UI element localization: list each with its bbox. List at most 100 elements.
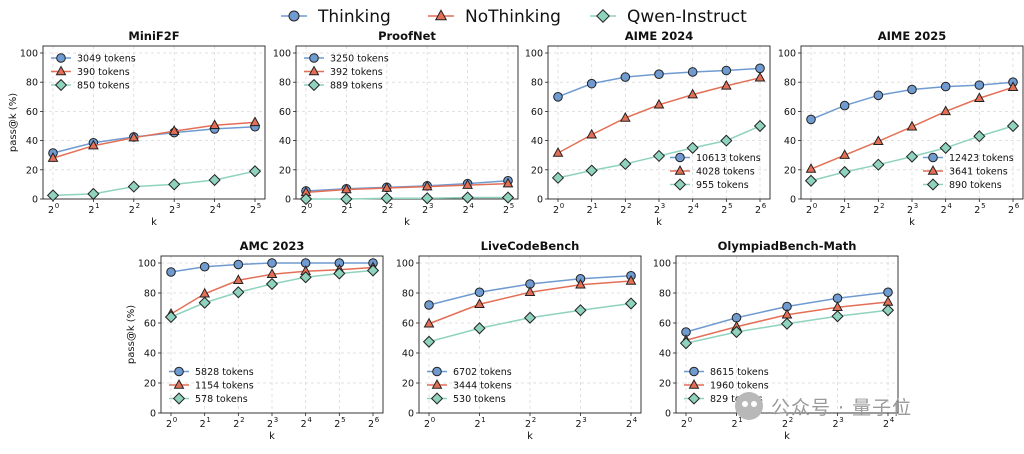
data-point: [804, 174, 818, 187]
x-tick-exponent: 2: [880, 202, 884, 210]
x-tick-label: 2: [974, 205, 980, 216]
legend-item-thinking: Thinking: [281, 7, 391, 27]
data-point: [754, 71, 766, 82]
y-tick-label: 100: [20, 49, 38, 60]
data-point: [839, 100, 850, 111]
data-point: [882, 296, 894, 306]
chart-title: AMC 2023: [240, 239, 305, 253]
data-point: [461, 191, 474, 204]
diamond-marker-icon: [926, 178, 940, 191]
data-point: [625, 275, 637, 285]
x-axis-label: k: [656, 217, 662, 228]
data-point: [940, 81, 951, 92]
inset-legend: 10613 tokens 4028 tokens 955 tokens: [670, 152, 761, 191]
x-tick-exponent: 5: [510, 202, 514, 210]
x-tick-label: 2: [334, 419, 340, 430]
x-tick-exponent: 4: [694, 202, 699, 210]
x-tick-exponent: 3: [661, 202, 665, 210]
data-point: [523, 311, 537, 324]
x-tick-exponent: 0: [431, 416, 435, 424]
data-point: [340, 192, 353, 206]
data-point: [421, 180, 433, 191]
data-point: [653, 98, 665, 109]
series-line: [52, 121, 256, 159]
series-qwen-instruct: [164, 264, 380, 324]
data-point: [805, 163, 817, 173]
x-tick-label: 2: [620, 205, 626, 216]
x-tick-label: 2: [301, 205, 307, 216]
x-axis-label: k: [527, 431, 533, 442]
series-qwen-instruct: [299, 191, 515, 206]
y-tick-label: 20: [402, 379, 414, 390]
x-tick-label: 2: [873, 205, 879, 216]
y-tick-label: 80: [784, 78, 796, 89]
x-tick-exponent: 1: [206, 416, 210, 424]
data-point: [128, 131, 140, 142]
inset-legend: 5828 tokens 1154 tokens 578 tokens: [169, 366, 254, 405]
inset-legend-label: 8615 tokens: [710, 367, 769, 378]
triangle-marker-icon: [173, 379, 185, 389]
inset-legend: 6702 tokens 3444 tokens 530 tokens: [427, 366, 512, 405]
data-point: [872, 135, 884, 146]
watermark: 公众号 · 量子位: [735, 392, 912, 420]
data-point: [620, 72, 631, 82]
triangle-marker-icon: [308, 65, 320, 76]
data-point: [831, 310, 844, 323]
data-point: [881, 304, 895, 317]
data-point: [654, 69, 664, 79]
series-qwen-instruct: [422, 297, 638, 348]
y-tick-label: 40: [659, 349, 671, 360]
y-tick-label: 60: [659, 319, 671, 330]
data-point: [619, 157, 632, 171]
series-qwen-instruct: [804, 119, 1020, 187]
x-tick-label: 2: [806, 205, 812, 216]
y-tick-label: 20: [279, 165, 291, 176]
data-point: [47, 152, 59, 162]
x-tick-label: 2: [553, 205, 559, 216]
x-axis-label: k: [404, 217, 410, 228]
data-point: [806, 114, 816, 125]
inset-legend-label: 12423 tokens: [949, 153, 1014, 164]
inset-legend-label: 889 tokens: [330, 81, 383, 92]
data-point: [574, 304, 587, 317]
x-tick-label: 2: [424, 419, 430, 430]
data-point: [474, 287, 485, 298]
legend-item-qwen-instruct: Qwen-Instruct: [590, 7, 747, 27]
y-axis-label: pass@k (%): [126, 305, 137, 364]
wechat-logo-icon: [735, 392, 763, 420]
data-point: [832, 293, 843, 304]
x-axis-label: k: [151, 217, 157, 228]
x-tick-label: 2: [341, 205, 347, 216]
x-tick-exponent: 4: [947, 202, 952, 210]
y-tick-label: 40: [402, 349, 414, 360]
data-point: [686, 141, 699, 154]
y-axis-label: pass@k (%): [8, 93, 19, 152]
data-point: [381, 182, 393, 192]
y-tick-label: 20: [531, 165, 543, 176]
data-point: [164, 310, 178, 324]
x-tick-exponent: 6: [375, 416, 380, 424]
series-line: [305, 182, 509, 194]
series-thinking: [166, 258, 378, 277]
figure-legend: Thinking NoThinking Qwen-Instruct: [281, 7, 747, 27]
x-tick-label: 2: [166, 419, 172, 430]
circle-marker-icon: [288, 10, 300, 22]
x-tick-label: 2: [883, 419, 889, 430]
data-point: [575, 278, 586, 289]
data-point: [1007, 81, 1019, 92]
triangle-marker-icon: [927, 165, 939, 175]
y-tick-label: 20: [784, 165, 796, 176]
chart-title: ProofNet: [378, 29, 436, 43]
x-tick-label: 2: [250, 205, 256, 216]
data-point: [906, 120, 918, 131]
y-tick-label: 60: [26, 107, 38, 118]
x-tick-label: 2: [840, 205, 846, 216]
inset-legend: 3250 tokens 392 tokens 889 tokens: [304, 53, 389, 92]
y-tick-label: 100: [396, 259, 414, 270]
x-tick-label: 2: [782, 419, 788, 430]
data-point: [687, 88, 699, 99]
x-tick-exponent: 4: [469, 202, 474, 210]
